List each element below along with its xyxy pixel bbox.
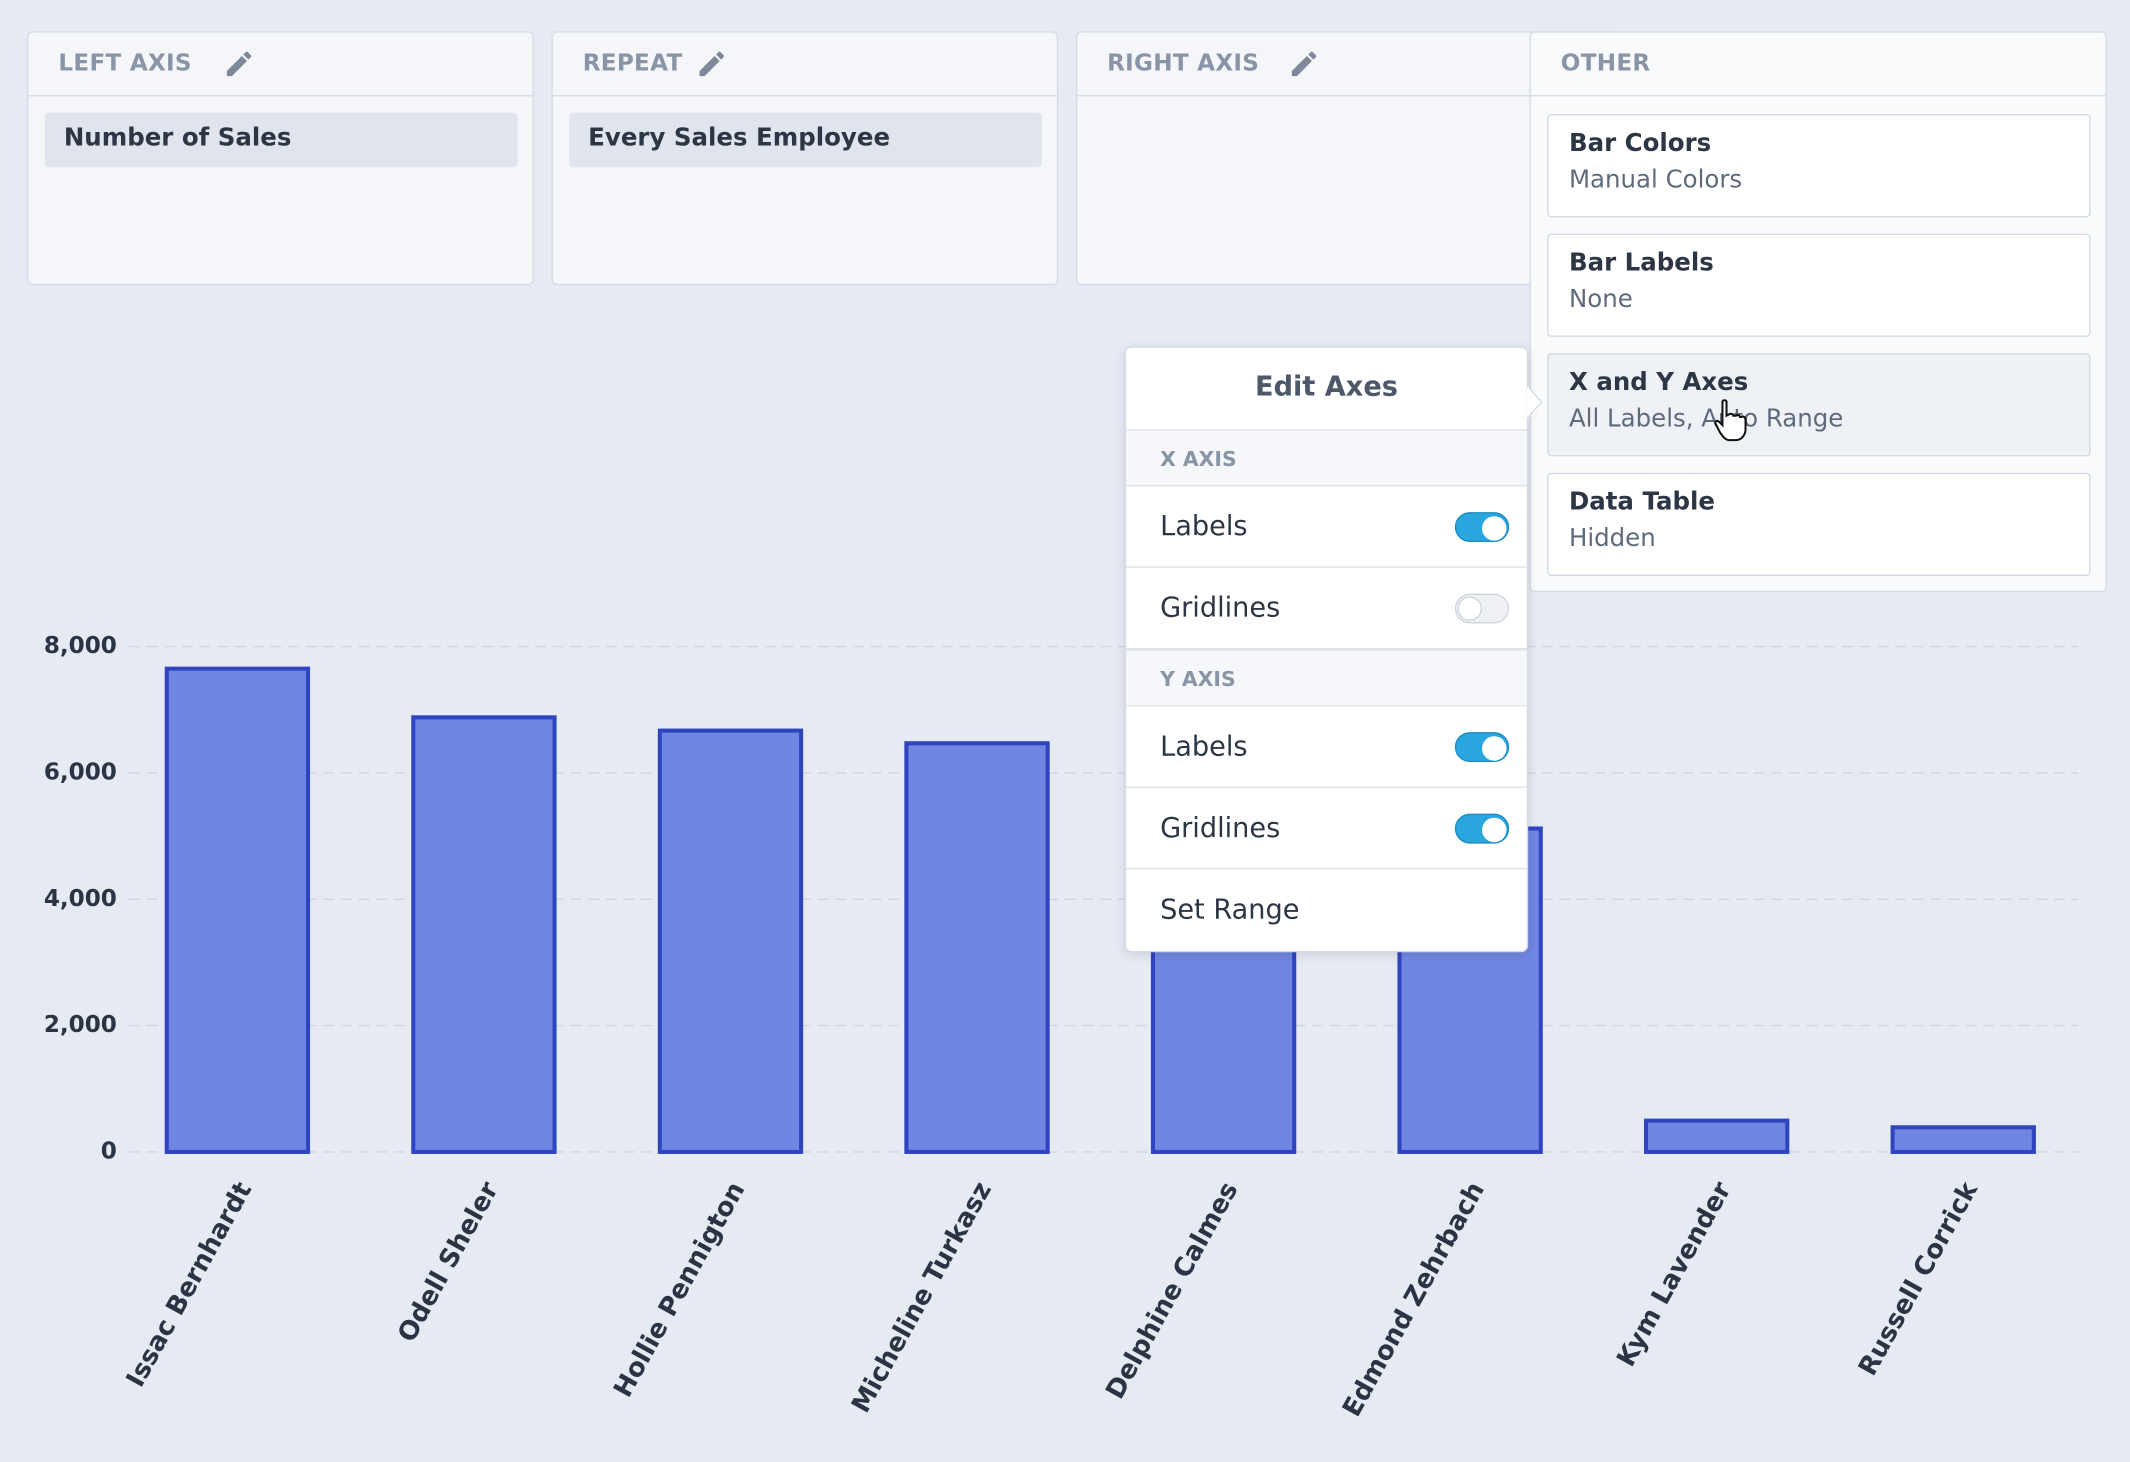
- popover-title: Edit Axes: [1255, 369, 1398, 403]
- option-value: Manual Colors: [1568, 165, 1743, 195]
- x-tick-label: Odell Sheler: [392, 1177, 505, 1348]
- edit-axes-popover: Edit Axes X AXIS Labels Gridlines Y AXIS Labe…: [1124, 346, 1543, 953]
- option-label: X and Y Axes: [1568, 368, 1749, 397]
- other-panel: OTHER Bar Colors Manual Colors Bar Labels No…: [1529, 31, 2107, 593]
- panel-title: RIGHT AXIS: [1107, 50, 1260, 78]
- field-pill[interactable]: Every Sales Employee: [569, 112, 1042, 168]
- field-panel: RIGHT AXIS: [1075, 31, 1620, 286]
- option[interactable]: Bar Labels None: [1547, 233, 2091, 337]
- option[interactable]: Data Table Hidden: [1547, 472, 2091, 576]
- field-panel: LEFT AXIS Number of Sales: [27, 31, 534, 286]
- option-value: All Labels, Auto Range: [1568, 404, 1844, 434]
- edit-icon[interactable]: [696, 48, 729, 81]
- y-tick-label: 0: [101, 1138, 117, 1164]
- y-tick-label: 2,000: [44, 1012, 117, 1038]
- x-tick-label: Hollie Pennigton: [608, 1177, 751, 1402]
- x-tick-label: Issac Bernhardt: [121, 1177, 259, 1392]
- toggle[interactable]: [1454, 512, 1510, 543]
- popover-arrow: [1526, 385, 1543, 419]
- option[interactable]: X and Y Axes All Labels, Auto Range: [1547, 353, 2091, 457]
- field-panel: REPEAT Every Sales Employee: [551, 31, 1059, 286]
- bar: [657, 728, 804, 1154]
- x-tick-label: Micheline Turkasz: [846, 1177, 998, 1418]
- toggle-knob: [1482, 817, 1507, 843]
- bar: [411, 715, 557, 1154]
- x-tick-label: Delphine Calmes: [1100, 1177, 1244, 1404]
- option-value: None: [1568, 285, 1633, 314]
- bar: [904, 741, 1050, 1154]
- edit-icon[interactable]: [1288, 48, 1321, 81]
- option-value: Hidden: [1568, 524, 1656, 553]
- toggle[interactable]: [1454, 732, 1510, 763]
- field-pill[interactable]: Number of Sales: [44, 112, 518, 168]
- option-label: Bar Colors: [1568, 129, 1712, 158]
- x-tick-label: Edmond Zehrbach: [1337, 1177, 1491, 1422]
- x-tick-label: Kym Lavender: [1611, 1177, 1737, 1372]
- bar: [1890, 1125, 2036, 1154]
- y-tick-label: 4,000: [44, 886, 117, 912]
- section-header: X AXIS: [1126, 429, 1527, 487]
- bar: [164, 666, 311, 1154]
- popover-row[interactable]: Gridlines: [1126, 788, 1527, 870]
- row-label: Labels: [1160, 729, 1248, 763]
- edit-icon[interactable]: [222, 48, 255, 81]
- panel-header: REPEAT: [552, 33, 1057, 97]
- row-label: Gridlines: [1160, 810, 1281, 844]
- option-label: Bar Labels: [1568, 248, 1714, 278]
- popover-row[interactable]: Labels: [1126, 706, 1527, 788]
- toggle-knob: [1457, 596, 1483, 621]
- panel-title: REPEAT: [582, 50, 683, 78]
- bar: [1644, 1118, 1790, 1154]
- panel-header: RIGHT AXIS: [1077, 33, 1618, 97]
- panel-header: OTHER: [1530, 33, 2106, 97]
- toggle-knob: [1482, 736, 1507, 761]
- option-label: Data Table: [1568, 487, 1715, 517]
- toggle[interactable]: [1454, 813, 1510, 844]
- popover-row[interactable]: Gridlines: [1126, 568, 1527, 650]
- y-tick-label: 8,000: [44, 633, 117, 659]
- popover-row[interactable]: Labels: [1126, 486, 1527, 568]
- row-label: Gridlines: [1160, 590, 1281, 624]
- option[interactable]: Bar Colors Manual Colors: [1547, 114, 2091, 218]
- y-tick-label: 6,000: [44, 759, 117, 785]
- popover-row[interactable]: Set Range: [1126, 869, 1527, 951]
- panel-header: LEFT AXIS: [28, 33, 533, 97]
- section-header: Y AXIS: [1126, 649, 1527, 707]
- row-label: Set Range: [1160, 892, 1300, 926]
- panel-title: LEFT AXIS: [58, 50, 192, 78]
- toggle[interactable]: [1454, 593, 1510, 624]
- cursor: [1714, 399, 1747, 442]
- row-label: Labels: [1160, 509, 1248, 543]
- x-tick-label: Russell Corrick: [1853, 1176, 1985, 1381]
- toggle-knob: [1482, 516, 1507, 541]
